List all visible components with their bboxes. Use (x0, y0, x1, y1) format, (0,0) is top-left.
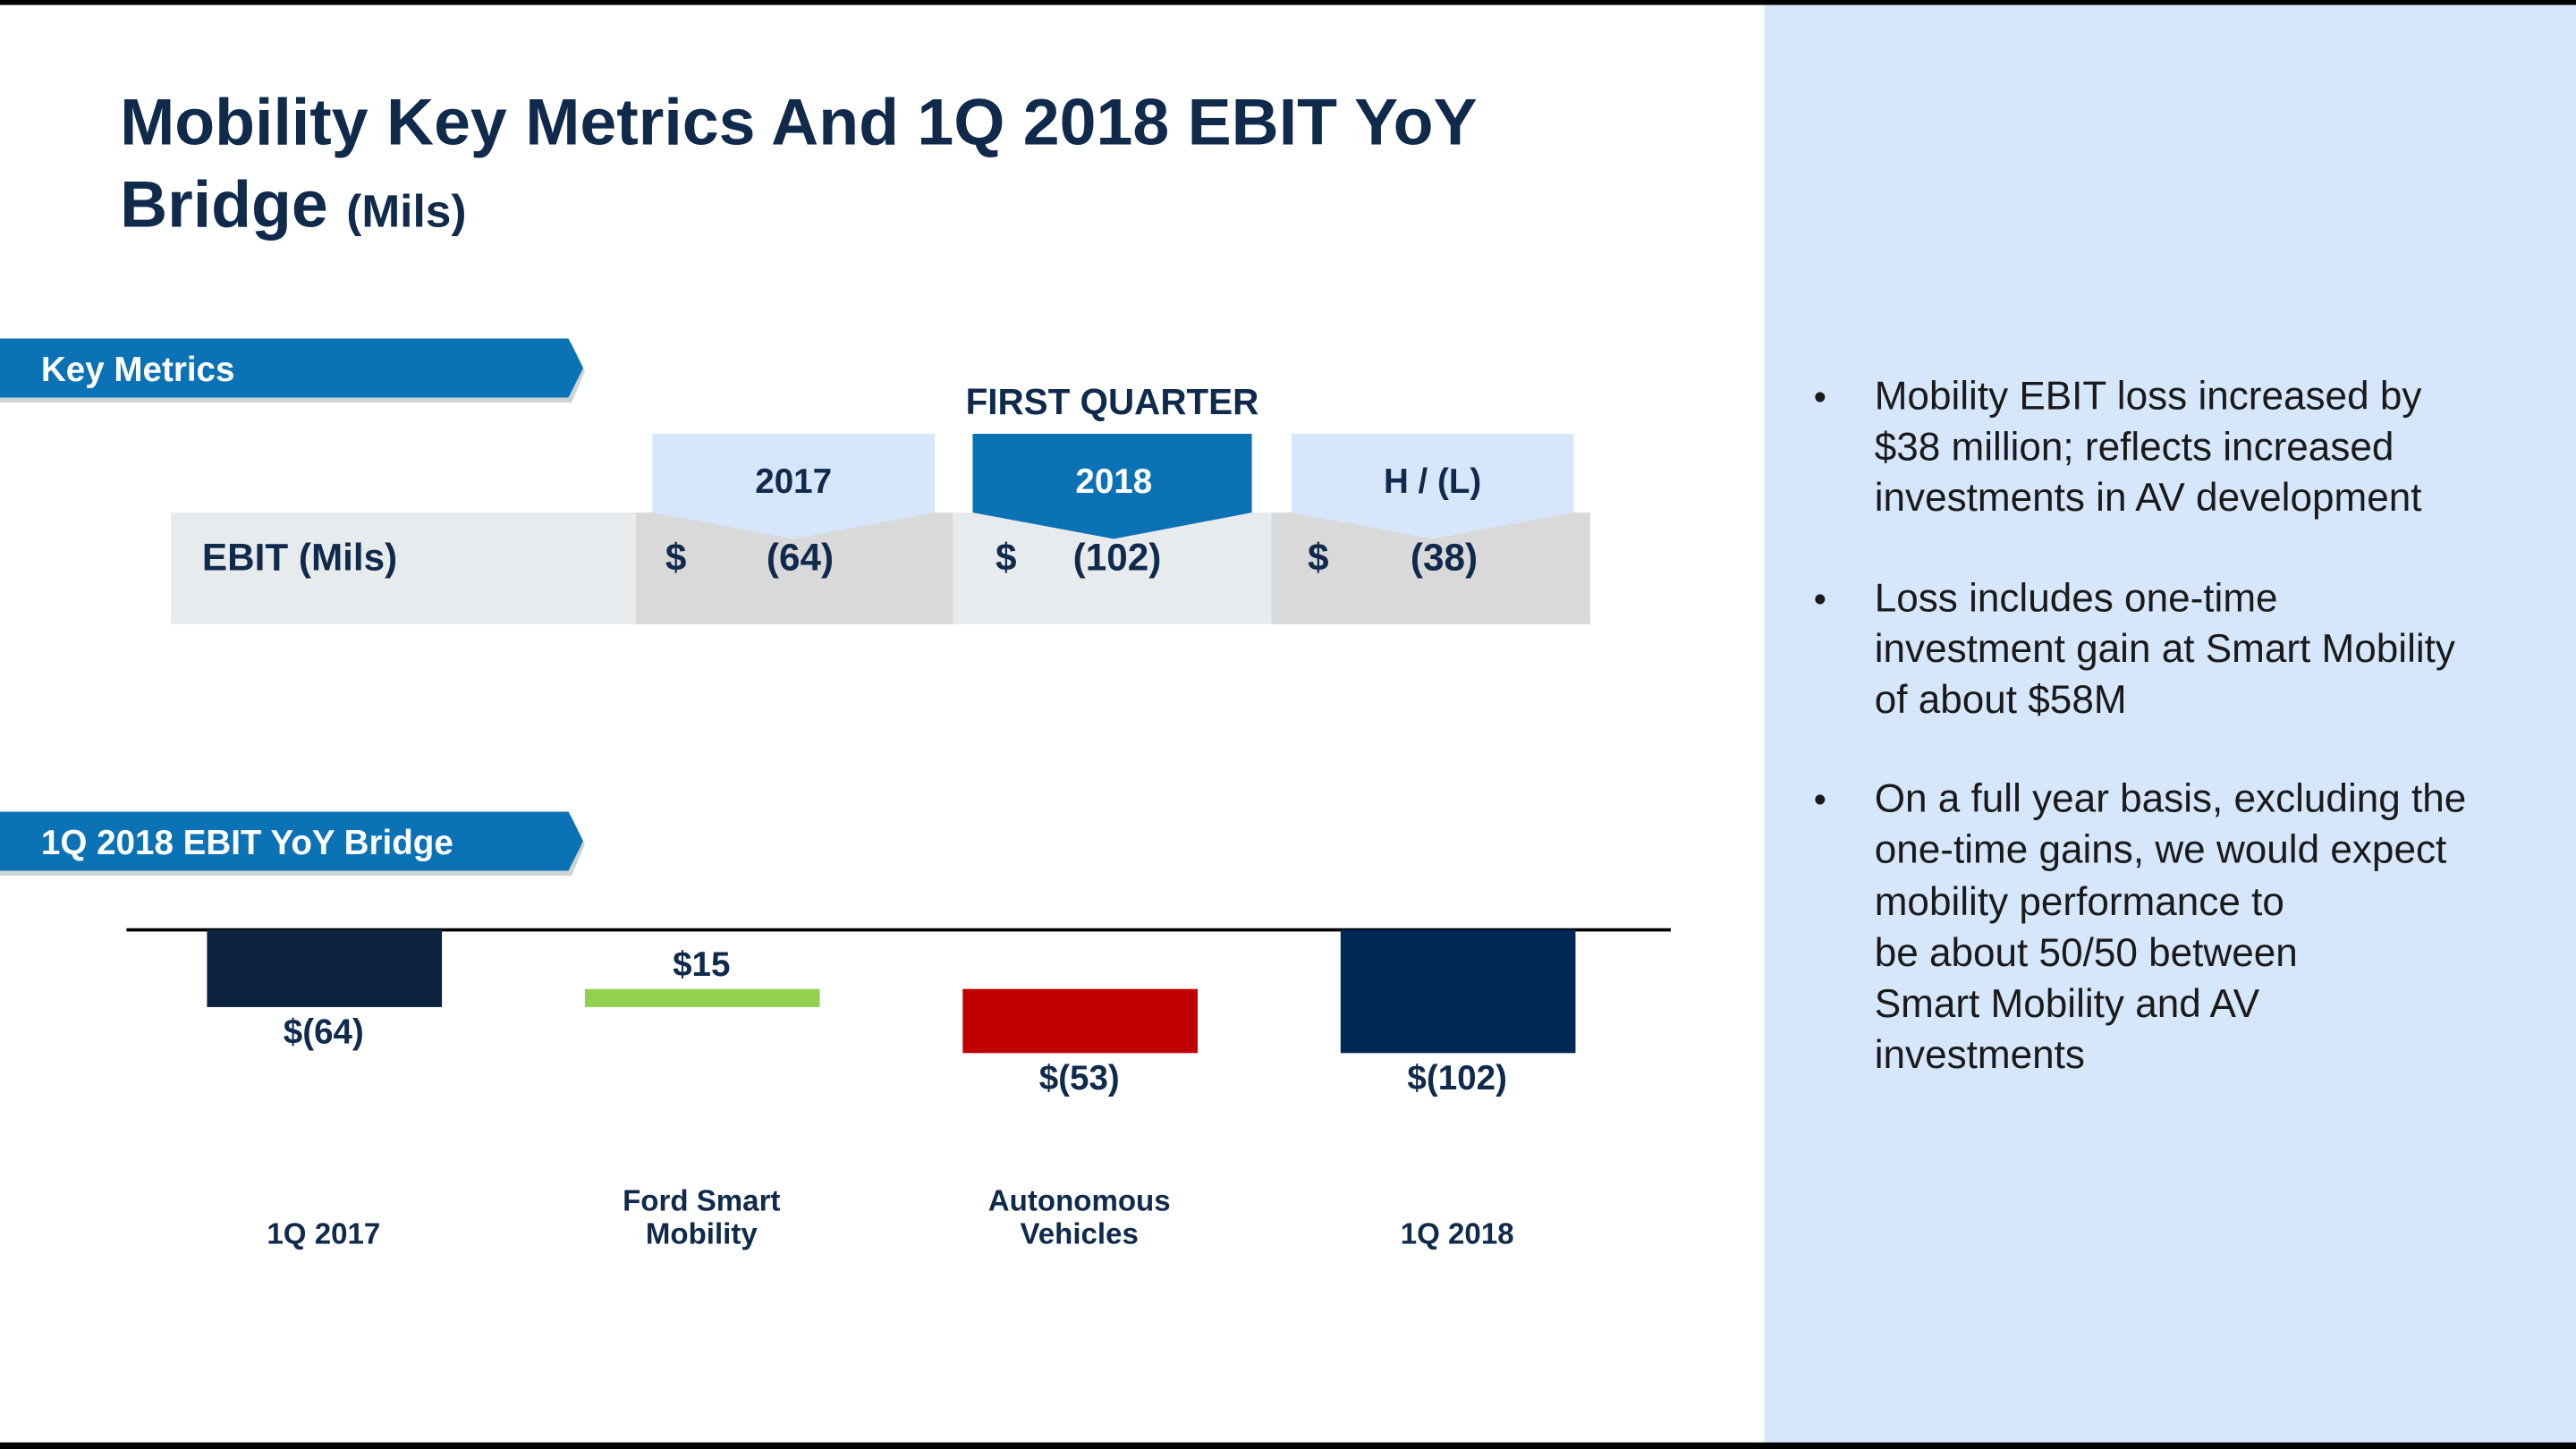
category-label: Autonomous Vehicles (987, 1184, 1171, 1250)
side-panel (1764, 4, 2576, 1445)
cell-value: (102) (1040, 513, 1195, 624)
banner: 1Q 2018 EBIT YoY Bridge (0, 811, 591, 877)
bullet-text: be about 50/50 between (1874, 931, 2298, 976)
category-label: 1Q 2017 (267, 1217, 381, 1250)
bar (1339, 929, 1575, 1054)
bar (962, 988, 1198, 1054)
baseline (126, 928, 1671, 931)
bullet-mark: • (1813, 577, 1826, 619)
column-header: H / (L) (1383, 462, 1482, 502)
bullet-text: Loss includes one-time (1874, 575, 2278, 621)
value: (64) (766, 535, 835, 579)
banner: Key Metrics (0, 338, 591, 403)
table-header: FIRST QUARTER (965, 381, 1259, 423)
bullet-text: Mobility EBIT loss increased by (1874, 374, 2422, 419)
value-label: $15 (673, 945, 731, 985)
tab-shape (652, 433, 936, 539)
bullet-text: investments in AV development (1874, 477, 2422, 521)
bullet-text: Smart Mobility and AV (1874, 982, 2260, 1027)
cell-value: (64) (723, 513, 877, 624)
bullet-mark: • (1813, 778, 1826, 820)
bullet-text: investments (1874, 1033, 2085, 1079)
cell-currency: $ (996, 513, 1017, 624)
column-tab: 2018 (972, 433, 1255, 542)
title: Mobility Key Metrics And 1Q 2018 EBIT Yo… (120, 87, 1477, 242)
tab-shape (1291, 433, 1574, 539)
bullet-text: of about $58M (1874, 678, 2127, 724)
category-label: Ford Smart Mobility (623, 1184, 781, 1250)
column-tab: H / (L) (1291, 433, 1574, 542)
banner-text: Key Metrics (40, 352, 235, 390)
banner-shape (0, 811, 585, 876)
value: (102) (1072, 535, 1162, 579)
column-header: 2018 (1075, 462, 1153, 502)
title-unit: (Mils) (346, 185, 467, 237)
cell-value: (38) (1367, 513, 1521, 624)
bullet-mark: • (1813, 376, 1826, 418)
title-block: Mobility Key Metrics And 1Q 2018 EBIT Yo… (120, 82, 1697, 253)
column-header: 2017 (755, 462, 833, 502)
value-label: $(102) (1407, 1059, 1507, 1097)
bar (583, 988, 819, 1007)
value-label: $(64) (283, 1013, 364, 1052)
bar (206, 929, 442, 1007)
category-label: 1Q 2018 (1400, 1217, 1514, 1250)
bullet-text: $38 million; reflects increased (1874, 426, 2394, 470)
row-label: EBIT (Mils) (202, 513, 397, 624)
cell-currency: $ (665, 513, 687, 624)
value-label: $(53) (1038, 1059, 1120, 1097)
bottom-border (0, 1442, 2576, 1449)
row-label-text: EBIT (Mils) (201, 535, 398, 579)
waterfall-chart: $(64) 1Q 2017 $15 Ford Smart Mobility $(53) A… (126, 928, 1671, 1250)
tab-shape (972, 433, 1252, 539)
bullet-text: mobility performance to (1874, 879, 2284, 925)
currency: $ (665, 535, 687, 579)
cell-currency: $ (1308, 513, 1329, 624)
bullet-text: one-time gains, we would expect (1874, 828, 2447, 874)
value: (38) (1410, 535, 1479, 579)
bullet-text: On a full year basis, excluding the (1874, 777, 2467, 822)
banner-shape (0, 338, 585, 403)
currency: $ (996, 535, 1017, 579)
column-tab: 2017 (652, 433, 936, 542)
bullet-text: investment gain at Smart Mobility (1874, 627, 2455, 672)
top-border (0, 0, 2576, 5)
currency: $ (1308, 535, 1329, 579)
banner-text: 1Q 2018 EBIT YoY Bridge (40, 825, 453, 863)
